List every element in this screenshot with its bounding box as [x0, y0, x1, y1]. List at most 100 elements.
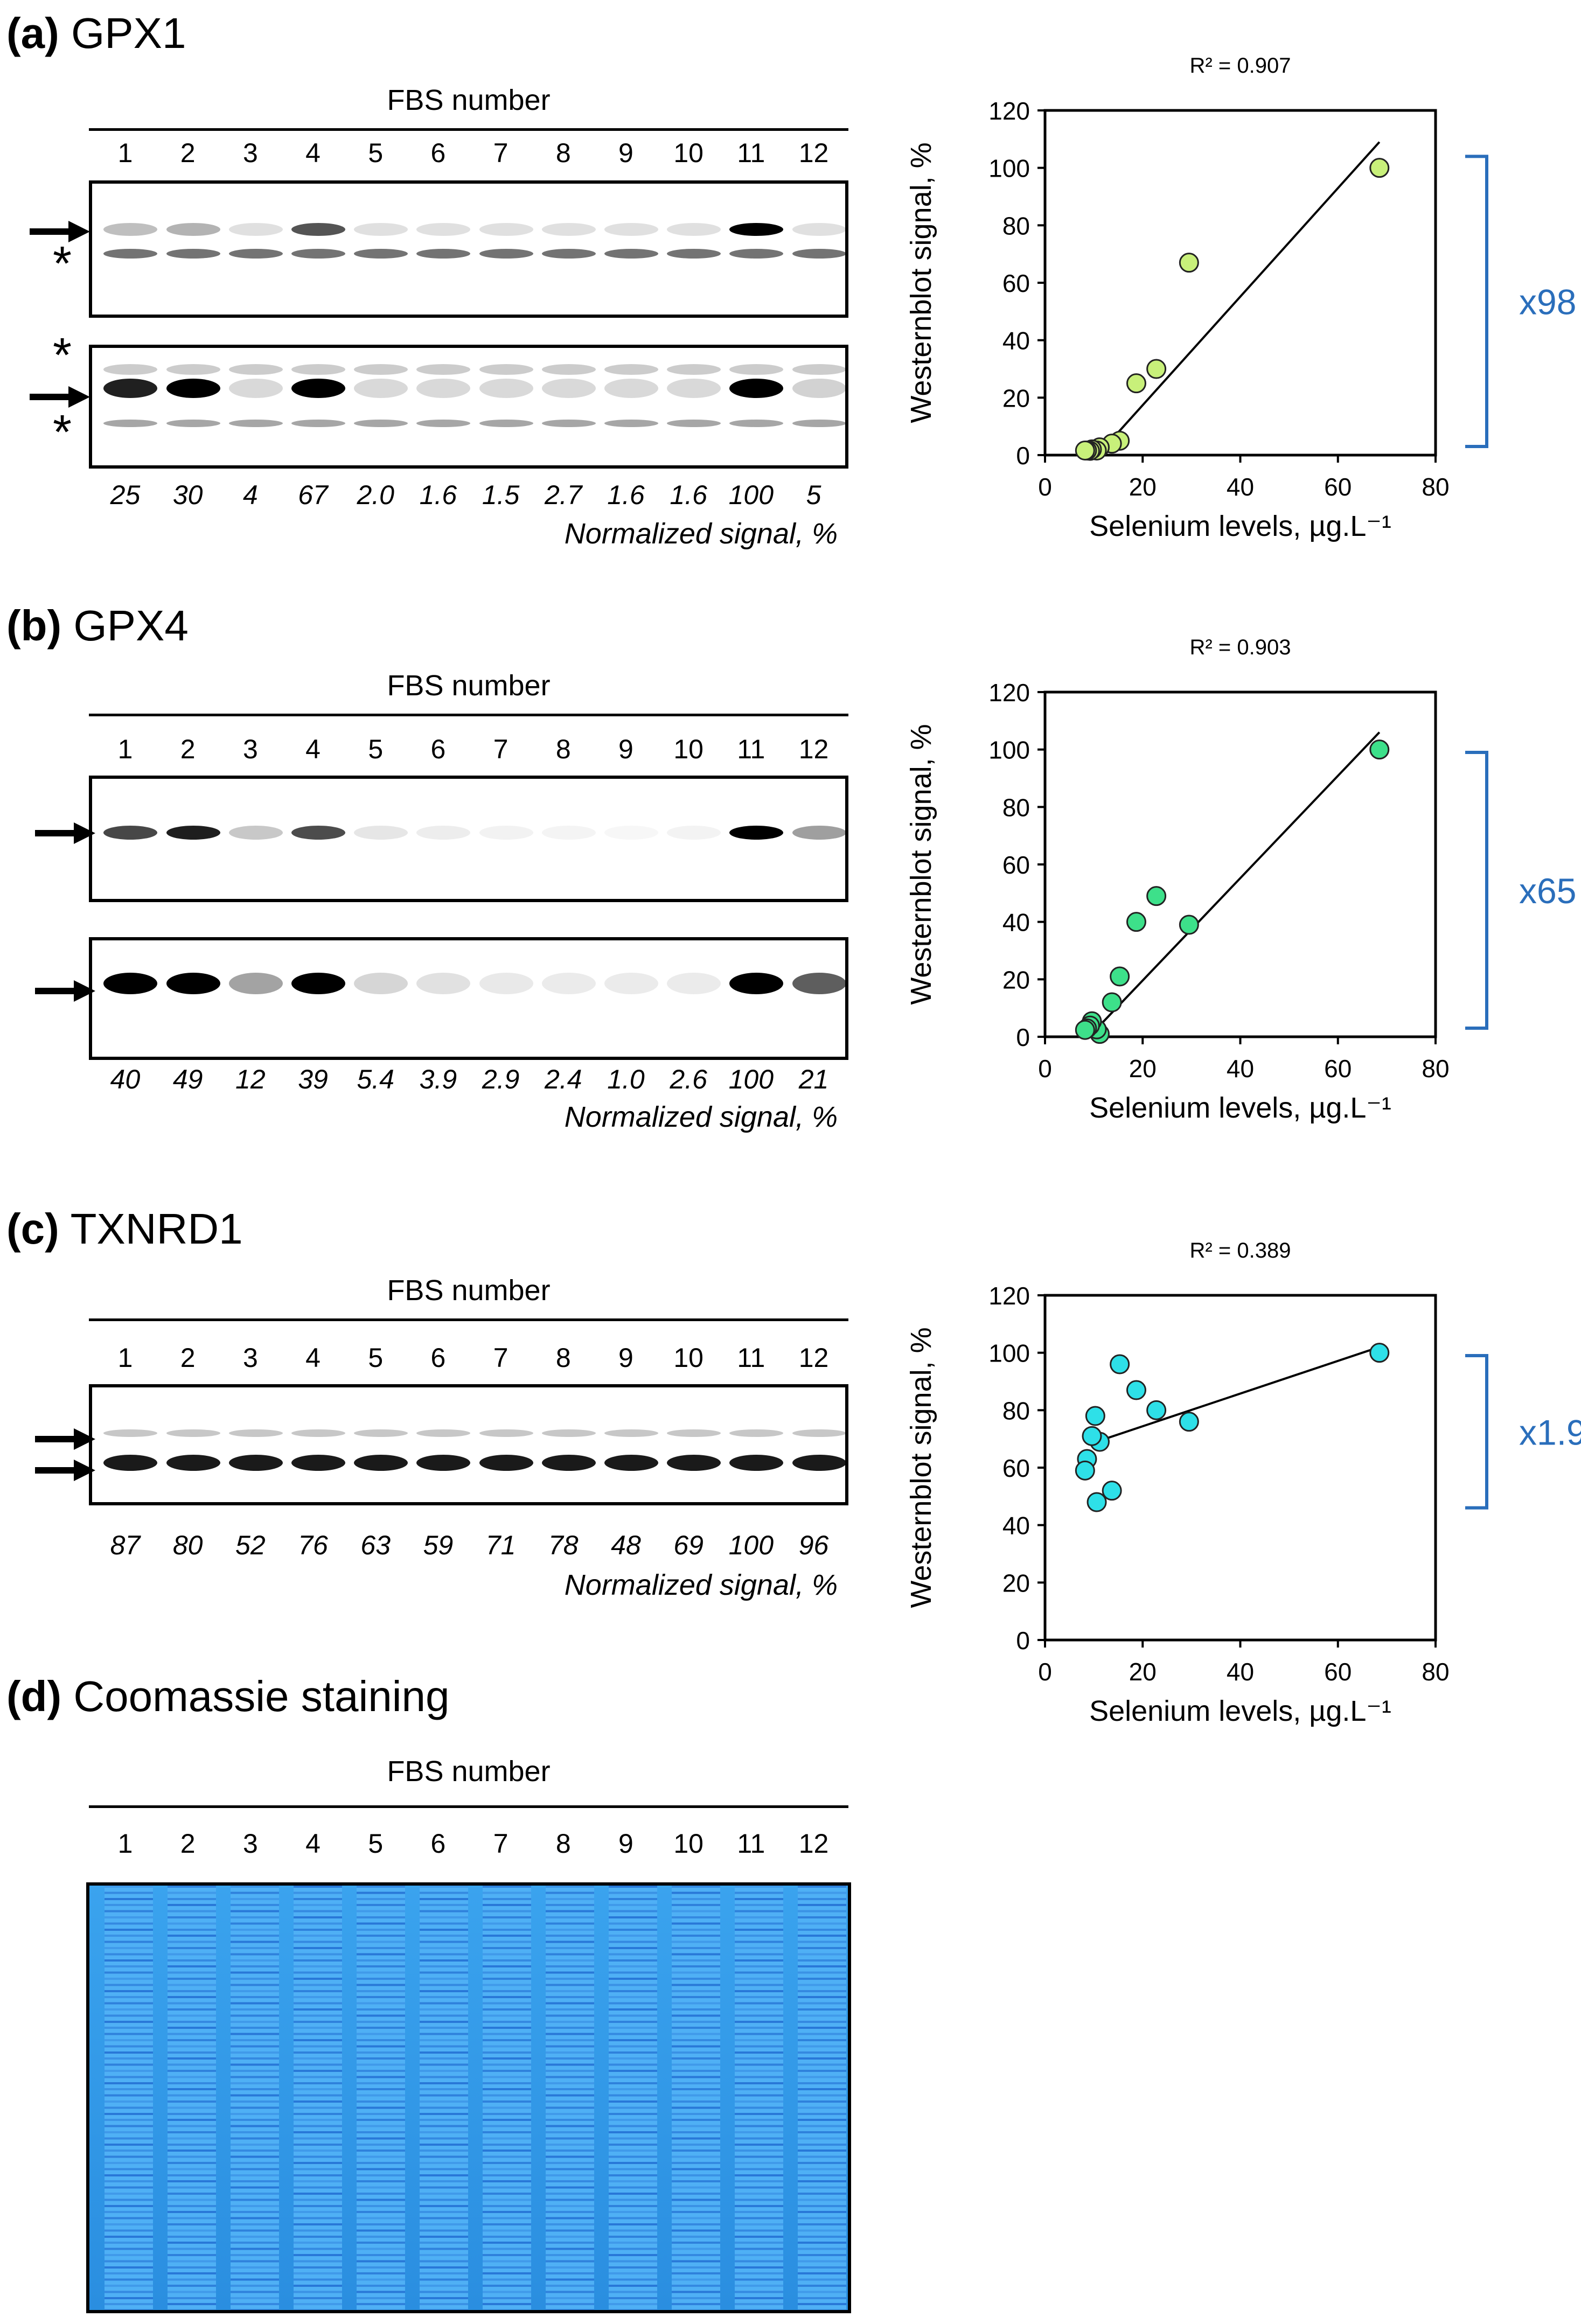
blot-band: [416, 364, 471, 375]
lane-number: 10: [673, 1343, 704, 1373]
panel-d-letter: (d): [6, 1672, 62, 1720]
data-point: [1082, 1426, 1102, 1446]
normalized-value: 25: [110, 480, 141, 510]
lane-number: 9: [618, 1829, 633, 1859]
fbs-rule-d: [89, 1805, 848, 1808]
normalized-value: 87: [110, 1530, 141, 1560]
blot-band: [103, 420, 158, 427]
arrow-icon: [30, 221, 90, 242]
blot-band: [541, 973, 596, 994]
coomassie-lane: [356, 1886, 405, 2310]
lane-number: 8: [555, 1343, 571, 1373]
blot-band: [604, 364, 658, 375]
normalized-value: 30: [172, 480, 203, 510]
data-point: [1102, 992, 1122, 1013]
coomassie-lane: [671, 1886, 720, 2310]
blot-band: [166, 1455, 220, 1471]
normalized-value: 67: [298, 480, 328, 510]
blot-band: [291, 223, 346, 236]
blot-band: [729, 249, 784, 259]
arrow-icon: [35, 980, 95, 1002]
normalized-value: 100: [728, 1530, 774, 1560]
fold-change-label: x65: [1519, 871, 1576, 911]
coomassie-lane: [797, 1886, 846, 2310]
blot-band: [479, 1455, 533, 1471]
blot-band: [103, 1455, 158, 1471]
y-tick-label: 20: [1002, 384, 1030, 412]
panel-b-name: GPX4: [73, 602, 189, 650]
normalized-value: 2.4: [545, 1064, 582, 1094]
blot-band: [604, 420, 658, 427]
lane-number: 5: [368, 1343, 384, 1373]
y-tick-label: 120: [988, 97, 1030, 125]
fold-change-label: x1.9: [1519, 1412, 1581, 1452]
blot-band: [729, 364, 784, 375]
blot-band: [667, 223, 721, 236]
panel-b-title: (b) GPX4: [6, 604, 189, 647]
blot-band: [166, 1429, 220, 1437]
lane-number: 12: [798, 138, 829, 168]
arrow-icon: [35, 1428, 95, 1450]
blot-band: [792, 1455, 845, 1471]
normalized-value: 4: [242, 480, 258, 510]
data-point: [1179, 1412, 1199, 1432]
panel-a-letter: (a): [6, 9, 59, 57]
arrow-icon: [35, 822, 95, 844]
normalized-value: 12: [235, 1064, 266, 1094]
blot-band: [416, 249, 471, 259]
trendline: [1088, 731, 1381, 1038]
lane-number: 10: [673, 138, 704, 168]
lane-number: 1: [117, 1829, 133, 1859]
blot-band: [228, 1429, 283, 1437]
blot-band: [541, 249, 596, 259]
panel-c-letter: (c): [6, 1205, 59, 1253]
panel-a-title: (a) GPX1: [6, 12, 186, 55]
blot-band: [541, 826, 596, 840]
blot-band: [291, 826, 346, 840]
arrow-icon: [35, 1460, 95, 1481]
lane-number: 11: [737, 1343, 765, 1373]
fbs-label-c: FBS number: [387, 1274, 551, 1307]
blot-band: [166, 973, 220, 994]
normalized-value: 1.6: [419, 480, 457, 510]
data-point: [1146, 1400, 1167, 1420]
lane-number: 2: [180, 138, 196, 168]
lane-number: 5: [368, 734, 384, 764]
blot-band: [479, 973, 533, 994]
blot-band: [792, 379, 845, 398]
y-tick-label: 0: [1016, 1023, 1030, 1051]
lane-number: 3: [242, 1343, 258, 1373]
normalized-value: 100: [728, 480, 774, 510]
blot-band: [354, 420, 408, 427]
data-point: [1085, 1406, 1105, 1426]
data-point: [1126, 912, 1146, 932]
lane-number: 1: [117, 734, 133, 764]
x-tick-label: 60: [1324, 473, 1352, 501]
normalized-value: 2.7: [545, 480, 582, 510]
normalized-label-b: Normalized signal, %: [564, 1101, 838, 1133]
lane-number: 9: [618, 1343, 633, 1373]
normalized-value: 1.6: [607, 480, 645, 510]
blot-band: [103, 364, 158, 375]
coomassie-lane: [167, 1886, 216, 2310]
panel-a-name: GPX1: [71, 9, 186, 57]
x-tick-label: 0: [1038, 1055, 1052, 1083]
blot-band: [291, 973, 346, 994]
coomassie-lane: [734, 1886, 783, 2310]
x-tick-label: 40: [1227, 1658, 1254, 1686]
blot-band: [541, 364, 596, 375]
lane-number: 11: [737, 734, 765, 764]
y-axis-label: Westernblot signal, %: [905, 724, 937, 1004]
y-tick-label: 120: [988, 1282, 1030, 1310]
blot-gpx1-top: [89, 180, 848, 318]
blot-band: [291, 1429, 346, 1437]
x-axis-label: Selenium levels, µg.L⁻¹: [1089, 1695, 1391, 1727]
y-tick-label: 60: [1002, 1454, 1030, 1482]
fbs-rule-a: [89, 128, 848, 131]
normalized-value: 5: [806, 480, 821, 510]
blot-band: [792, 1429, 845, 1437]
blot-band: [354, 364, 408, 375]
lane-number: 10: [673, 1829, 704, 1859]
blot-gpx4-top: [89, 776, 848, 902]
normalized-value: 59: [423, 1530, 454, 1560]
